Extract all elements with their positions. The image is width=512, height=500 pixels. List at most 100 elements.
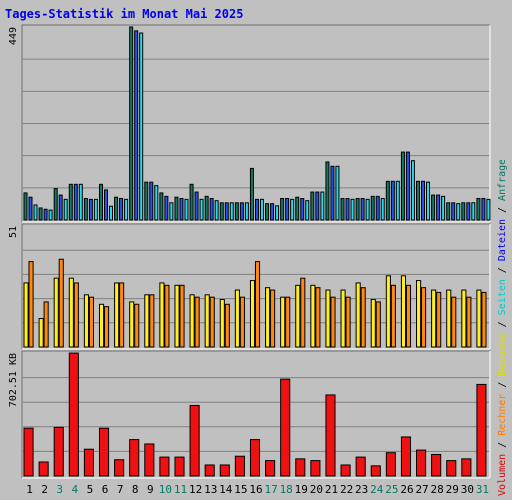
bar-besuche-day-27 [416, 280, 422, 348]
x-tick-label-day-11: 11 [174, 483, 187, 496]
bar-rechner-day-17 [270, 289, 276, 348]
bar-dateien-day-29 [451, 202, 456, 221]
bar-volumen-day-23 [355, 456, 366, 477]
bar-seiten-day-21 [335, 165, 340, 221]
bar-anfragen-day-12 [189, 183, 194, 221]
bar-volumen-day-11 [174, 456, 185, 477]
bar-volumen-day-29 [446, 460, 457, 477]
bar-anfragen-day-22 [340, 198, 345, 221]
bar-besuche-day-1 [23, 282, 29, 348]
bar-rechner-day-4 [73, 282, 79, 348]
bar-dateien-day-4 [73, 183, 78, 221]
bar-dateien-day-14 [224, 202, 229, 221]
bar-volumen-day-18 [280, 378, 291, 477]
x-tick-label-day-4: 4 [72, 483, 79, 496]
bar-seiten-day-5 [93, 198, 98, 221]
bar-rechner-day-14 [224, 303, 230, 348]
bar-volumen-day-7 [114, 459, 125, 477]
bar-anfragen-day-24 [370, 195, 375, 221]
bar-rechner-day-28 [436, 291, 442, 348]
bar-rechner-day-26 [405, 284, 412, 348]
x-tick-label-day-17: 17 [264, 483, 277, 496]
bar-besuche-day-25 [385, 275, 391, 348]
bar-rechner-day-23 [360, 287, 366, 348]
bar-seiten-day-29 [456, 203, 461, 221]
bar-anfragen-day-20 [310, 191, 315, 221]
bar-anfragen-day-6 [98, 183, 103, 221]
bar-volumen-day-14 [219, 464, 230, 477]
bar-rechner-day-29 [451, 296, 457, 348]
bar-seiten-day-25 [395, 180, 400, 221]
side-legend: Volumen / Rechner / Besuche / Seiten / D… [497, 160, 508, 496]
legend-separator: / [497, 436, 508, 454]
bar-besuche-day-14 [219, 299, 225, 348]
bar-anfragen-day-27 [416, 180, 421, 221]
bar-seiten-day-3 [63, 198, 68, 221]
x-tick-label-day-5: 5 [87, 483, 94, 496]
bar-volumen-day-6 [98, 427, 110, 477]
bar-anfragen-day-5 [83, 198, 88, 221]
bar-seiten-day-28 [441, 195, 446, 221]
bar-anfragen-day-11 [174, 196, 179, 221]
bar-rechner-day-31 [481, 291, 487, 348]
bar-seiten-day-23 [365, 198, 370, 221]
bar-rechner-day-16 [254, 261, 261, 348]
bar-anfragen-day-1 [23, 192, 28, 221]
bar-dateien-day-22 [345, 198, 350, 221]
bar-anfragen-day-8 [129, 26, 134, 221]
bar-seiten-day-19 [305, 200, 310, 221]
x-tick-label-day-10: 10 [159, 483, 172, 496]
legend-separator: / [497, 201, 508, 219]
bar-seiten-day-9 [154, 185, 159, 221]
bar-rechner-day-8 [134, 303, 140, 348]
bar-volumen-day-13 [204, 464, 215, 477]
bar-seiten-day-26 [410, 160, 415, 221]
bar-dateien-day-13 [209, 198, 214, 221]
bar-anfragen-day-19 [295, 196, 300, 221]
bar-seiten-day-6 [108, 205, 113, 221]
bar-dateien-day-11 [179, 198, 184, 221]
bar-anfragen-day-28 [431, 194, 436, 221]
bar-seiten-day-12 [199, 198, 204, 221]
bar-besuche-day-20 [310, 284, 316, 348]
bar-rechner-day-18 [285, 296, 291, 348]
legend-item-dateien: Dateien [497, 219, 508, 261]
bar-dateien-day-17 [270, 203, 275, 221]
bar-dateien-day-9 [149, 181, 154, 221]
bar-anfragen-day-30 [461, 202, 466, 221]
legend-item-anfragen: Anfragen [497, 160, 508, 201]
bar-besuche-day-17 [265, 287, 271, 348]
x-tick-label-day-14: 14 [219, 483, 233, 496]
bar-seiten-day-14 [229, 202, 234, 221]
bar-volumen-day-5 [83, 448, 94, 477]
bar-seiten-day-4 [78, 183, 83, 221]
bar-dateien-day-31 [481, 198, 486, 221]
bar-seiten-day-8 [139, 32, 144, 221]
panel-middle-scale-label: 51 [8, 226, 19, 238]
bar-seiten-day-1 [33, 204, 38, 221]
bar-besuche-day-5 [83, 294, 89, 348]
bar-anfragen-day-29 [446, 202, 451, 221]
bar-seiten-day-18 [290, 198, 295, 221]
bar-rechner-day-15 [239, 296, 245, 348]
bar-anfragen-day-10 [159, 192, 164, 221]
legend-separator: / [497, 376, 508, 394]
x-tick-label-day-25: 25 [385, 483, 398, 496]
x-tick-label-day-22: 22 [340, 483, 353, 496]
bar-rechner-day-24 [375, 301, 381, 348]
bar-anfragen-day-2 [38, 207, 43, 221]
bar-besuche-day-29 [446, 289, 452, 348]
bar-dateien-day-6 [103, 189, 108, 221]
bar-rechner-day-20 [315, 287, 321, 348]
bar-besuche-day-7 [114, 282, 120, 348]
bar-anfragen-day-26 [400, 151, 405, 221]
bar-besuche-day-6 [98, 303, 105, 348]
bar-anfragen-day-25 [385, 180, 390, 221]
bar-rechner-day-2 [43, 301, 49, 348]
bar-volumen-day-10 [159, 456, 170, 477]
bar-volumen-day-26 [400, 436, 412, 477]
bar-dateien-day-28 [436, 194, 441, 221]
bar-besuche-day-26 [400, 275, 407, 348]
bar-seiten-day-2 [48, 209, 53, 221]
bar-rechner-day-11 [179, 284, 185, 348]
